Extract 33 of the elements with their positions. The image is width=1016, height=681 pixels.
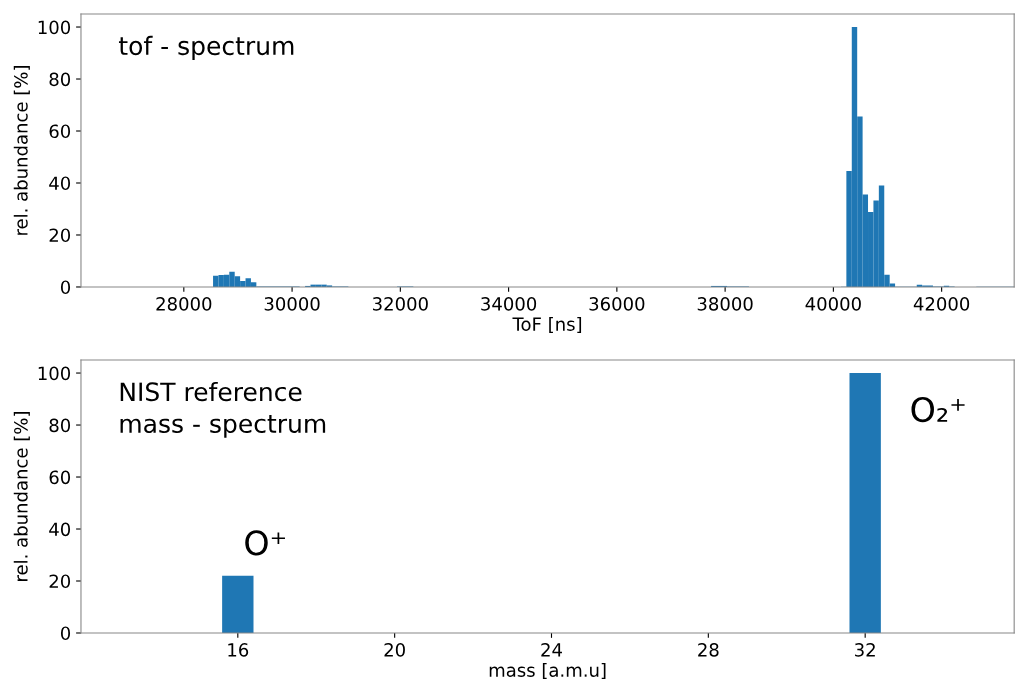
annotation: O₂⁺ (911, 396, 965, 423)
y-tick-label: 100 (38, 366, 71, 381)
y-tick-label: 40 (49, 176, 71, 191)
x-tick-label: 20 (384, 643, 405, 657)
text: tof - spectrum (118, 35, 294, 61)
x-tick-label: 36000 (589, 297, 645, 311)
y-tick-label: 80 (49, 72, 71, 87)
x-tick-label: 32 (855, 643, 875, 657)
x-tick-label: 30000 (264, 297, 320, 311)
y-tick-label: 0 (60, 280, 71, 295)
y-axis-title: rel. abundance [%] (13, 412, 30, 581)
x-axis-title: mass [a.m.u] (489, 662, 606, 680)
x-tick-label: 28000 (156, 297, 212, 311)
y-tick-label: 20 (49, 228, 71, 243)
annotation: O⁺ (245, 530, 285, 556)
y-tick-label: 80 (49, 418, 71, 433)
x-tick-label: 28 (698, 643, 719, 657)
x-tick-label: 40000 (805, 297, 861, 311)
x-axis-title: ToF [ns] (512, 316, 582, 334)
x-tick-label: 38000 (697, 297, 753, 311)
y-tick-label: 100 (38, 20, 71, 35)
y-tick-label: 60 (49, 470, 71, 485)
x-tick-label: 16 (228, 643, 249, 657)
y-tick-label: 40 (49, 522, 71, 537)
x-tick-label: 34000 (481, 297, 537, 311)
y-tick-label: 0 (60, 626, 71, 641)
y-tick-label: 20 (49, 574, 71, 589)
y-axis-title: rel. abundance [%] (13, 66, 30, 235)
text: NIST reference mass - spectrum (120, 381, 326, 438)
y-tick-label: 60 (49, 124, 71, 139)
x-tick-label: 24 (541, 643, 562, 657)
x-tick-label: 32000 (373, 297, 428, 311)
x-tick-label: 42000 (913, 297, 970, 311)
